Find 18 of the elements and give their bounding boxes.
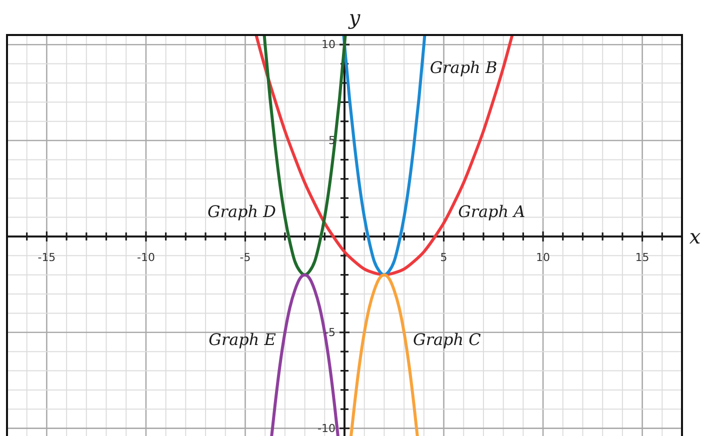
x-axis-title: x — [689, 224, 701, 248]
y-tick-label: -10 — [318, 422, 336, 435]
line-series — [262, 35, 347, 276]
line-series — [342, 35, 426, 276]
series-label: Graph E — [208, 329, 276, 348]
x-tick-label: 15 — [635, 250, 650, 264]
series-label: Graph A — [458, 201, 526, 220]
series-label: Graph B — [430, 57, 498, 76]
y-tick-label: 10 — [322, 38, 336, 52]
x-tick-label: -5 — [240, 250, 251, 264]
series-label: Graph C — [413, 329, 481, 348]
x-tick-label: -10 — [136, 250, 155, 264]
x-tick-label: 5 — [440, 250, 448, 264]
series-label: Graph D — [208, 201, 276, 220]
x-tick-label: -15 — [38, 250, 56, 264]
line-series — [254, 35, 514, 276]
x-tick-label: 10 — [536, 250, 550, 264]
y-axis-title: y — [348, 6, 361, 30]
